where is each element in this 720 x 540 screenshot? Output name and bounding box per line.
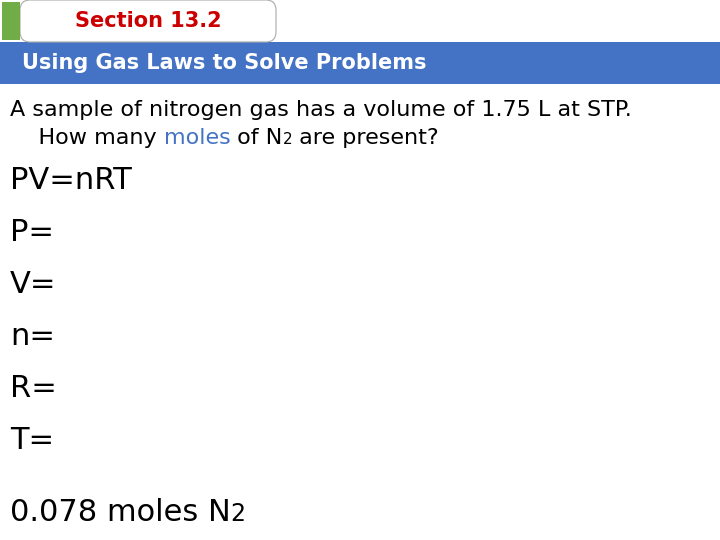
Text: 0.078 moles N: 0.078 moles N	[10, 498, 230, 527]
Text: A sample of nitrogen gas has a volume of 1.75 L at STP.: A sample of nitrogen gas has a volume of…	[10, 100, 631, 120]
Text: 2: 2	[230, 502, 246, 526]
Text: Using Gas Laws to Solve Problems: Using Gas Laws to Solve Problems	[22, 53, 426, 73]
Text: How many: How many	[10, 128, 163, 148]
Text: T=: T=	[10, 426, 54, 455]
Text: moles: moles	[163, 128, 230, 148]
Text: of N: of N	[230, 128, 283, 148]
Text: PV=nRT: PV=nRT	[10, 166, 132, 195]
FancyBboxPatch shape	[20, 0, 276, 42]
Bar	[2, 2, 20, 40]
Bar	[0, 42, 720, 84]
Text: P=: P=	[10, 218, 54, 247]
Text: V=: V=	[10, 270, 56, 299]
Text: Section 13.2: Section 13.2	[75, 11, 221, 31]
Text: n=: n=	[10, 322, 55, 351]
Text: 2: 2	[283, 132, 292, 147]
Text: are present?: are present?	[292, 128, 439, 148]
Text: R=: R=	[10, 374, 57, 403]
